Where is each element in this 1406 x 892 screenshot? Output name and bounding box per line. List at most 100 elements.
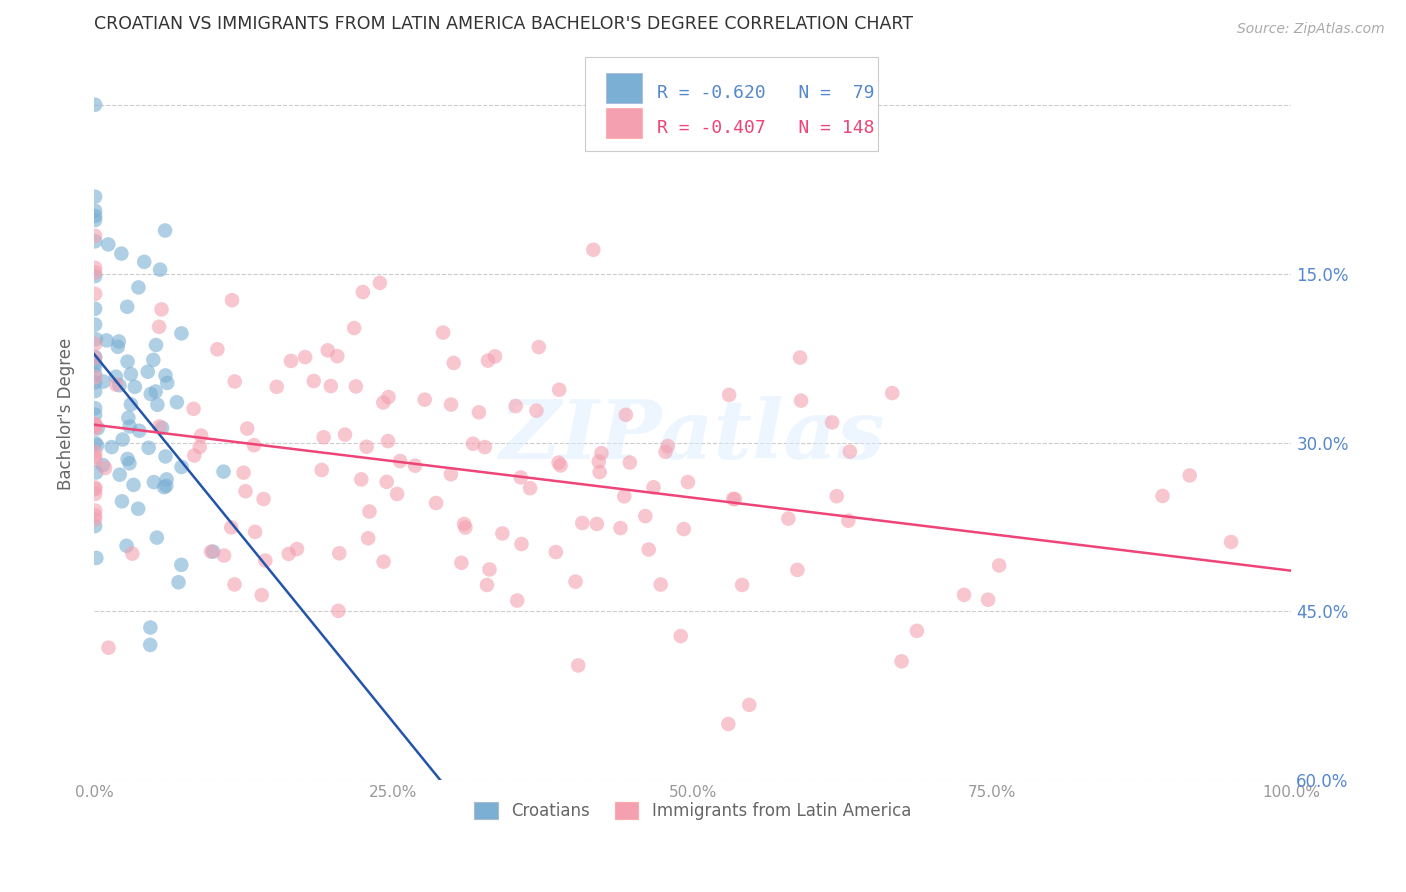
Point	[328, 546, 350, 560]
Point	[280, 354, 302, 368]
Point	[778, 511, 800, 525]
Point	[108, 334, 131, 349]
Point	[84, 209, 107, 223]
Point	[87, 421, 110, 435]
Point	[326, 349, 349, 363]
Point	[110, 246, 132, 260]
Point	[142, 475, 165, 489]
Point	[84, 351, 107, 365]
Text: R = -0.620   N =  79: R = -0.620 N = 79	[657, 84, 875, 102]
Point	[155, 479, 177, 493]
Point	[1152, 489, 1174, 503]
Point	[84, 376, 107, 390]
Point	[657, 439, 679, 453]
Point	[254, 553, 277, 567]
Point	[84, 97, 107, 112]
Y-axis label: Bachelor's Degree: Bachelor's Degree	[58, 338, 75, 491]
Point	[432, 326, 454, 340]
Point	[219, 520, 242, 534]
Point	[235, 484, 257, 499]
Point	[413, 392, 436, 407]
Point	[477, 353, 499, 368]
Point	[302, 374, 325, 388]
Point	[312, 430, 335, 444]
Point	[183, 401, 205, 416]
Point	[373, 395, 395, 409]
Point	[84, 370, 107, 384]
Point	[544, 545, 567, 559]
Point	[385, 487, 408, 501]
Point	[153, 480, 176, 494]
Point	[838, 444, 860, 458]
Point	[124, 380, 146, 394]
Point	[84, 286, 107, 301]
Point	[475, 578, 498, 592]
Point	[377, 390, 399, 404]
Point	[790, 393, 813, 408]
Point	[120, 367, 142, 381]
Point	[139, 638, 162, 652]
Point	[128, 424, 150, 438]
Point	[212, 549, 235, 563]
Point	[115, 300, 138, 314]
Point	[166, 395, 188, 409]
Point	[821, 416, 844, 430]
Point	[167, 575, 190, 590]
Point	[118, 456, 141, 470]
Point	[100, 440, 122, 454]
Point	[724, 492, 747, 507]
Point	[609, 521, 631, 535]
Point	[343, 321, 366, 335]
Point	[170, 459, 193, 474]
Point	[93, 375, 115, 389]
Point	[84, 508, 107, 523]
Point	[136, 365, 159, 379]
Point	[84, 408, 107, 422]
Point	[155, 472, 177, 486]
Point	[825, 489, 848, 503]
Point	[84, 355, 107, 369]
Point	[84, 260, 107, 275]
Point	[108, 467, 131, 482]
Point	[619, 456, 641, 470]
Point	[84, 419, 107, 434]
Point	[786, 563, 808, 577]
Point	[316, 343, 339, 358]
Point	[567, 658, 589, 673]
Point	[232, 466, 254, 480]
Point	[613, 489, 636, 503]
Point	[117, 410, 139, 425]
Point	[356, 440, 378, 454]
Point	[890, 654, 912, 668]
Point	[585, 516, 607, 531]
Point	[139, 387, 162, 401]
Point	[328, 604, 350, 618]
Point	[84, 228, 107, 243]
Text: Source: ZipAtlas.com: Source: ZipAtlas.com	[1237, 22, 1385, 37]
Point	[84, 189, 107, 203]
Point	[84, 482, 107, 496]
Point	[155, 368, 177, 383]
Point	[731, 578, 754, 592]
Point	[84, 450, 107, 464]
Point	[637, 542, 659, 557]
Point	[224, 375, 246, 389]
Point	[510, 537, 533, 551]
Point	[138, 441, 160, 455]
Point	[505, 399, 527, 413]
Point	[591, 446, 613, 460]
Point	[84, 435, 107, 450]
Point	[550, 458, 572, 473]
Point	[564, 574, 586, 589]
Point	[1178, 468, 1201, 483]
Point	[148, 319, 170, 334]
Point	[224, 577, 246, 591]
Point	[266, 380, 288, 394]
Point	[277, 547, 299, 561]
Point	[118, 419, 141, 434]
Point	[588, 454, 610, 468]
Point	[170, 558, 193, 572]
Point	[672, 522, 695, 536]
Point	[146, 531, 169, 545]
Point	[120, 397, 142, 411]
